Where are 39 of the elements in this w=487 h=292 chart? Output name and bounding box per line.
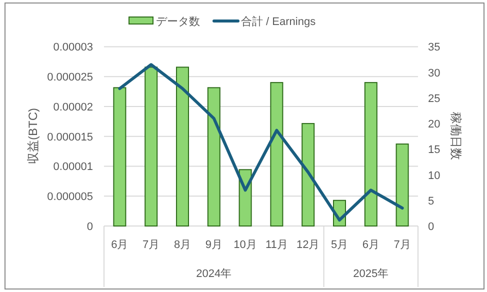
y2-tick-label: 30 bbox=[428, 67, 440, 80]
y-tick-label: 0 bbox=[86, 221, 93, 233]
y2-tick-label: 20 bbox=[428, 118, 440, 131]
bar bbox=[396, 144, 409, 226]
x-tick-label: 5月 bbox=[330, 239, 348, 251]
text: 2024年 bbox=[196, 268, 232, 280]
y2-tick-label: 0 bbox=[428, 221, 434, 233]
bar bbox=[176, 66, 189, 226]
x-tick-label: 10月 bbox=[234, 239, 257, 251]
y-axis-title: 収益(BTC) bbox=[26, 108, 40, 164]
y2-tick-label: 25 bbox=[428, 92, 440, 105]
legend-label: 合計 / Earnings bbox=[241, 15, 316, 28]
text: 2025年 bbox=[353, 268, 389, 280]
bar bbox=[113, 87, 126, 226]
x-tick-label: 8月 bbox=[174, 239, 192, 251]
x-tick-label: 9月 bbox=[205, 239, 222, 251]
y2-tick-label: 10 bbox=[428, 170, 440, 182]
y2-axis-title: 稼働日数 bbox=[449, 112, 463, 160]
x-tick-label: 7月 bbox=[394, 239, 411, 251]
bar bbox=[207, 87, 220, 226]
y-tick-label: 0.00002 bbox=[53, 101, 93, 114]
y-tick-label: 0.00001 bbox=[53, 161, 93, 174]
y-tick-label: 0.000025 bbox=[47, 72, 93, 84]
bar bbox=[144, 66, 158, 226]
y2-tick-label: 35 bbox=[428, 42, 440, 54]
legend-label: データ数 bbox=[156, 16, 200, 28]
bar bbox=[270, 82, 284, 226]
x-tick-label: 6月 bbox=[362, 239, 380, 251]
x-tick-label: 12月 bbox=[296, 239, 320, 251]
bar bbox=[364, 82, 378, 226]
y-tick-label: 0.000015 bbox=[47, 131, 93, 144]
y-tick-label: 0.00003 bbox=[53, 42, 93, 54]
y2-tick-label: 5 bbox=[428, 195, 434, 208]
x-tick-label: 11月 bbox=[265, 239, 288, 251]
y2-tick-label: 15 bbox=[428, 144, 440, 156]
x-tick-label: 7月 bbox=[142, 239, 160, 251]
y-tick-label: 0.000005 bbox=[47, 191, 93, 204]
x-tick-label: 6月 bbox=[111, 239, 128, 251]
bar bbox=[302, 123, 315, 226]
